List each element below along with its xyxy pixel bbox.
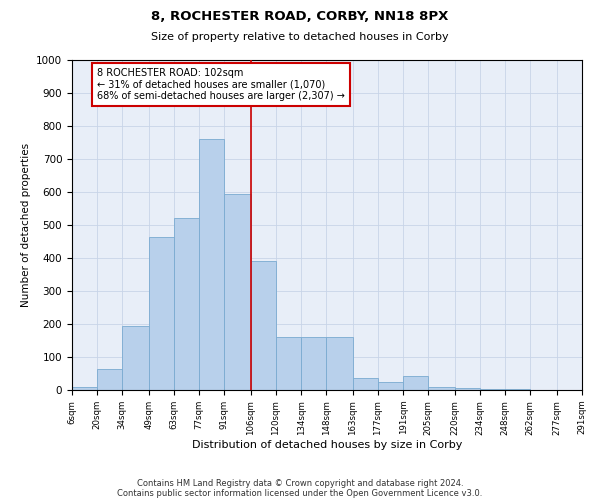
Bar [455,388,480,390]
Bar [174,218,199,390]
Bar [276,337,301,390]
X-axis label: Distribution of detached houses by size in Corby: Distribution of detached houses by size … [192,440,462,450]
Bar [122,326,149,390]
Bar [199,139,224,390]
Y-axis label: Number of detached properties: Number of detached properties [20,143,31,307]
Text: Size of property relative to detached houses in Corby: Size of property relative to detached ho… [151,32,449,42]
Bar [403,376,428,390]
Bar [428,386,455,390]
Bar [326,337,353,390]
Bar [353,378,378,390]
Bar [72,386,97,390]
Bar [301,337,326,390]
Text: Contains public sector information licensed under the Open Government Licence v3: Contains public sector information licen… [118,488,482,498]
Bar [378,382,403,390]
Bar [149,236,174,390]
Text: Contains HM Land Registry data © Crown copyright and database right 2024.: Contains HM Land Registry data © Crown c… [137,478,463,488]
Bar [251,262,276,390]
Text: 8 ROCHESTER ROAD: 102sqm
← 31% of detached houses are smaller (1,070)
68% of sem: 8 ROCHESTER ROAD: 102sqm ← 31% of detach… [97,68,345,102]
Bar [224,194,251,390]
Bar [97,368,122,390]
Bar [480,389,505,390]
Text: 8, ROCHESTER ROAD, CORBY, NN18 8PX: 8, ROCHESTER ROAD, CORBY, NN18 8PX [151,10,449,23]
